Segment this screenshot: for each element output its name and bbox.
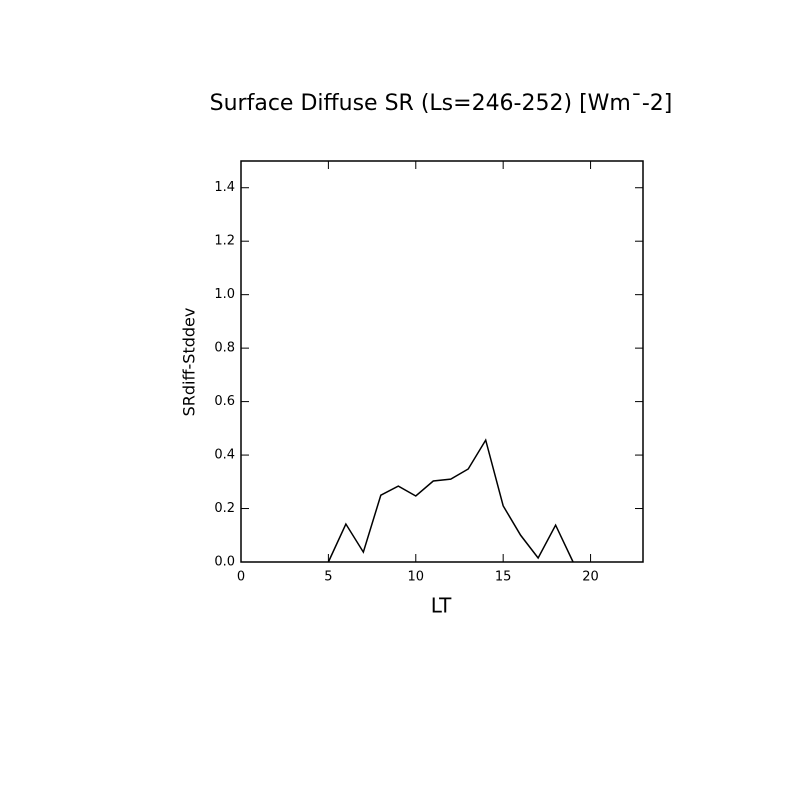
y-axis-label: SRdiff-Stddev bbox=[180, 308, 199, 417]
data-line bbox=[327, 438, 574, 563]
y-tick-label: 0.6 bbox=[214, 394, 235, 409]
y-tick-label: 1.2 bbox=[214, 234, 235, 249]
x-axis-label: LT bbox=[431, 594, 452, 618]
x-tick-label: 0 bbox=[237, 570, 245, 585]
y-tick-label: 0.8 bbox=[214, 341, 235, 356]
y-tick-label: 0.2 bbox=[214, 501, 235, 516]
y-tick-label: 1.0 bbox=[214, 287, 235, 302]
x-tick-label: 15 bbox=[495, 570, 512, 585]
x-tick-label: 5 bbox=[324, 570, 332, 585]
y-tick-label: 0.0 bbox=[214, 555, 235, 570]
plot-frame bbox=[240, 160, 644, 563]
chart-title: Surface Diffuse SR (Ls=246-252) [Wm¯-2] bbox=[210, 91, 673, 116]
x-tick-label: 10 bbox=[408, 570, 425, 585]
y-tick-label: 1.4 bbox=[214, 180, 235, 195]
x-tick-label: 20 bbox=[582, 570, 599, 585]
y-tick-label: 0.4 bbox=[214, 448, 235, 463]
